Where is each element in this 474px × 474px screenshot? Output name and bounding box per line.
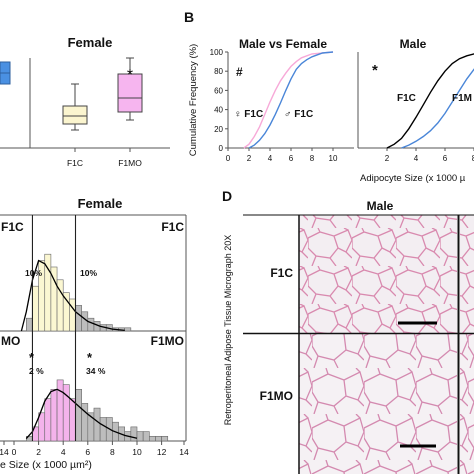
- hist-bar-f1mo: [136, 431, 144, 442]
- panel-d-micrographs: D Male Retroperitoneal Adipose Tissue Mi…: [222, 188, 474, 474]
- female-boxplot: Female F1C F1MO *: [0, 35, 170, 168]
- panel-b-left-title: Male vs Female: [239, 37, 327, 51]
- legend-male-panel-f1m: F1M: [452, 93, 472, 104]
- hist-row-label-f1c: F1C: [1, 220, 24, 234]
- legend-female-f1c: ♀ F1C: [234, 109, 263, 120]
- panel-b-left-xtick-label: 10: [329, 154, 338, 163]
- box-f1mo: [117, 73, 143, 113]
- panel-b-left-xtick-label: 6: [289, 154, 294, 163]
- cdf-male-panel-f1m-line: [401, 68, 474, 149]
- panel-b-ytick-label: 100: [210, 48, 224, 57]
- hist-xlabel: e Size (x 1000 µm²): [0, 459, 92, 471]
- hist-bar-f1mo: [99, 417, 107, 442]
- hist-f1mo-star-left: *: [29, 350, 35, 365]
- cdf-female-f1c-line: [243, 51, 334, 149]
- hist-xtick-label: 12: [157, 447, 167, 457]
- panel-b-right-xtick-label: 8: [472, 154, 474, 163]
- hist-bar-f1c: [87, 317, 95, 332]
- cdf-male-f1c-line: [248, 51, 334, 149]
- micrograph-f1mo: [299, 334, 457, 474]
- boxplot-category-f1mo: F1MO: [118, 158, 142, 168]
- panel-b-xlabel: Adipocyte Size (x 1000 µ: [360, 173, 466, 184]
- micrograph-row-label-f1mo: F1MO: [260, 389, 293, 403]
- hist-right-label-f1mo: F1MO: [151, 334, 184, 348]
- hist-bar-f1c: [75, 305, 82, 332]
- micrograph-edge-strip-bottom: [460, 334, 474, 474]
- hist-f1c-pct-left: 10%: [25, 268, 42, 278]
- panel-b-ytick-label: 0: [219, 144, 224, 153]
- hist-right-label-f1c: F1C: [161, 220, 184, 234]
- panel-b-ytick-label: 60: [214, 86, 223, 95]
- hist-title: Female: [78, 196, 123, 211]
- panel-d-letter: D: [222, 188, 232, 204]
- panel-b-ytick-label: 20: [214, 125, 223, 134]
- hist-bar-f1mo: [149, 435, 156, 442]
- hist-bar-f1c: [69, 298, 76, 332]
- panel-b-left-xtick-label: 4: [268, 154, 273, 163]
- panel-b-left-xtick-label: 8: [310, 154, 315, 163]
- hist-bar-f1mo: [50, 388, 58, 442]
- hist-bar-f1mo: [93, 407, 101, 442]
- hist-row-label-f1mo: MO: [1, 334, 20, 348]
- panel-b-right-xtick-label: 6: [443, 154, 448, 163]
- hist-xtick-label: 2: [36, 447, 41, 457]
- panel-b-right-title: Male: [400, 37, 427, 51]
- hist-bar-f1mo: [44, 398, 52, 442]
- hist-xtick-label: 8: [110, 447, 115, 457]
- hist-bar-f1c: [25, 317, 33, 332]
- hist-bar-f1mo: [38, 412, 46, 442]
- panel-b-ytick-label: 40: [214, 106, 223, 115]
- hist-xtick-label: 0: [12, 447, 17, 457]
- hist-bar-f1mo: [161, 435, 169, 442]
- panel-b-letter: B: [184, 9, 194, 25]
- panel-b-right-xtick-label: 2: [385, 154, 390, 163]
- hist-bar-f1mo: [142, 431, 150, 442]
- female-histograms: Female 14 0 2 4 6 8 10 12 14 F1C F1C 10% 10% MO …: [0, 196, 189, 471]
- box-f1c: [62, 105, 88, 125]
- hist-bar-f1c: [62, 292, 70, 332]
- hist-f1mo-pct-left: 2 %: [29, 366, 44, 376]
- hist-bar-f1c: [32, 285, 39, 332]
- panel-b-ytick-label: 80: [214, 67, 223, 76]
- hist-xtick-label: 6: [85, 447, 90, 457]
- cdf-male-panel-f1c-line: [386, 53, 474, 149]
- hist-fit-curve-f1mo: [25, 388, 138, 440]
- panel-d-ylabel: Retroperitoneal Adipose Tissue Micrograp…: [223, 235, 233, 426]
- panel-b-right-xtick-label: 4: [414, 154, 419, 163]
- panel-b-hash-marker: #: [236, 65, 243, 79]
- panel-b-left-xtick-label: 2: [247, 154, 252, 163]
- legend-male-f1c: ♂ F1C: [284, 109, 313, 120]
- hist-f1c-pct-right: 10%: [80, 268, 97, 278]
- micrograph-row-label-f1c: F1C: [270, 266, 293, 280]
- hist-bar-f1c: [124, 327, 132, 332]
- boxplot-category-f1c: F1C: [67, 158, 83, 168]
- hist-f1mo-pct-right: 34 %: [86, 366, 106, 376]
- hist-bar-f1mo: [130, 426, 138, 442]
- hist-bar-f1mo: [75, 388, 82, 442]
- hist-xtick-label: 14: [179, 447, 189, 457]
- panel-d-title: Male: [367, 199, 394, 213]
- hist-xtick-label: 10: [132, 447, 142, 457]
- hist-f1mo-star-right: *: [87, 350, 93, 365]
- panel-b-ylabel: Cumulative Frequency (%): [188, 44, 199, 156]
- hist-bar-f1mo: [69, 398, 76, 442]
- micrograph-f1c: [299, 215, 457, 333]
- hist-xtick-label: 4: [61, 447, 66, 457]
- hist-bar-f1mo: [155, 435, 162, 442]
- panel-b-left-xtick-label: 0: [226, 154, 231, 163]
- legend-male-panel-f1c: F1C: [397, 93, 416, 104]
- boxplot-title: Female: [68, 35, 113, 50]
- panel-b-star-marker: *: [372, 62, 378, 79]
- panel-b-cumulative: B Cumulative Frequency (%) Male vs Femal…: [184, 9, 474, 184]
- micrograph-edge-strip-top: [460, 215, 474, 333]
- hist-xtick-label: 14: [0, 447, 9, 457]
- boxplot-significance-star: *: [127, 67, 133, 84]
